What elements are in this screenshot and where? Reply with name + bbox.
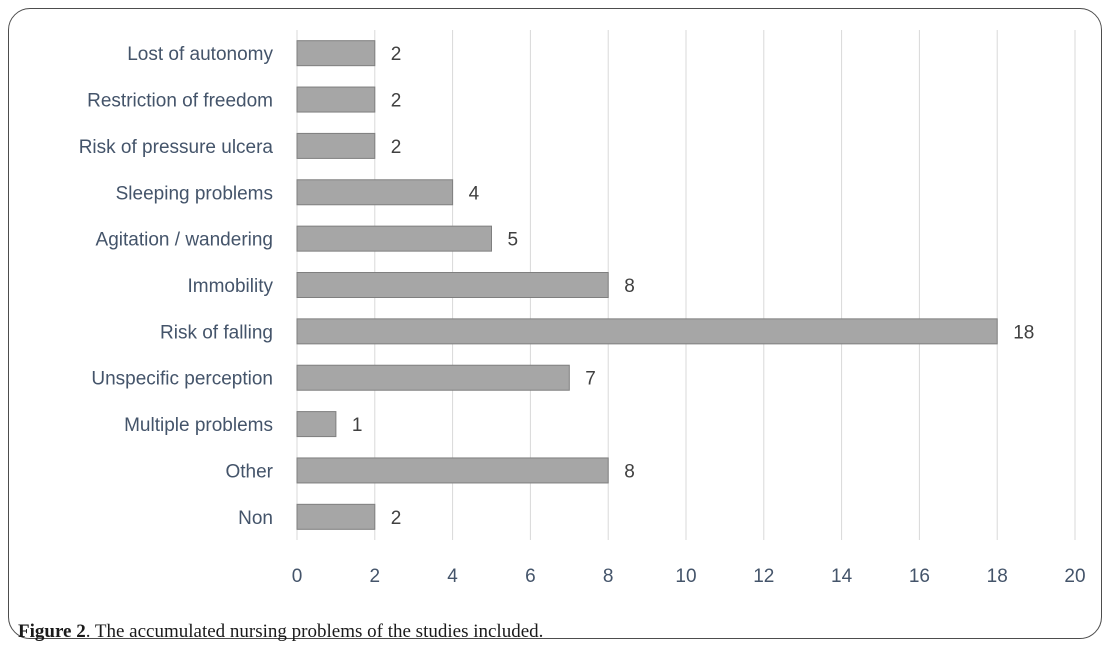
x-tick-label-7: 14 [831,566,853,587]
data-label-4: 5 [508,230,519,251]
category-label-6: Risk of falling [160,322,273,343]
bar-1 [296,86,376,113]
data-label-8: 1 [352,415,363,436]
bar-4 [296,225,492,252]
category-label-2: Risk of pressure ulcera [79,137,274,158]
x-tick-label-4: 8 [603,566,614,587]
x-tick-label-8: 16 [909,566,930,587]
figure-caption: Figure 2. The accumulated nursing proble… [18,621,543,643]
category-label-8: Multiple problems [124,415,273,436]
caption-label: Figure 2 [18,621,86,642]
data-label-1: 2 [391,91,402,112]
data-label-2: 2 [391,137,402,158]
x-tick-label-1: 2 [370,566,381,587]
bar-10 [296,503,376,530]
category-label-3: Sleeping problems [116,183,273,204]
data-label-3: 4 [469,183,480,204]
category-label-4: Agitation / wandering [96,230,273,251]
category-label-9: Other [225,461,273,482]
bar-9 [296,457,609,484]
data-label-6: 18 [1013,322,1034,343]
data-label-0: 2 [391,44,402,65]
caption-text: . The accumulated nursing problems of th… [85,621,544,642]
bar-0 [296,40,376,67]
x-tick-label-10: 20 [1064,566,1085,587]
x-tick-label-5: 10 [675,566,696,587]
bar-6 [296,318,998,345]
x-tick-label-9: 18 [987,566,1008,587]
data-label-9: 8 [624,461,635,482]
bar-2 [296,132,376,159]
x-tick-label-3: 6 [525,566,536,587]
bar-8 [296,411,337,438]
category-label-0: Lost of autonomy [127,44,273,65]
x-tick-label-6: 12 [753,566,774,587]
bar-7 [296,364,570,391]
x-tick-label-0: 0 [292,566,303,587]
category-label-10: Non [238,508,273,529]
x-tick-label-2: 4 [447,566,458,587]
data-label-5: 8 [624,276,635,297]
data-label-7: 7 [585,369,596,390]
category-label-7: Unspecific perception [91,369,273,390]
bar-3 [296,179,454,206]
bar-5 [296,272,609,298]
data-label-10: 2 [391,508,402,529]
category-label-5: Immobility [187,276,273,297]
category-label-1: Restriction of freedom [87,91,273,112]
